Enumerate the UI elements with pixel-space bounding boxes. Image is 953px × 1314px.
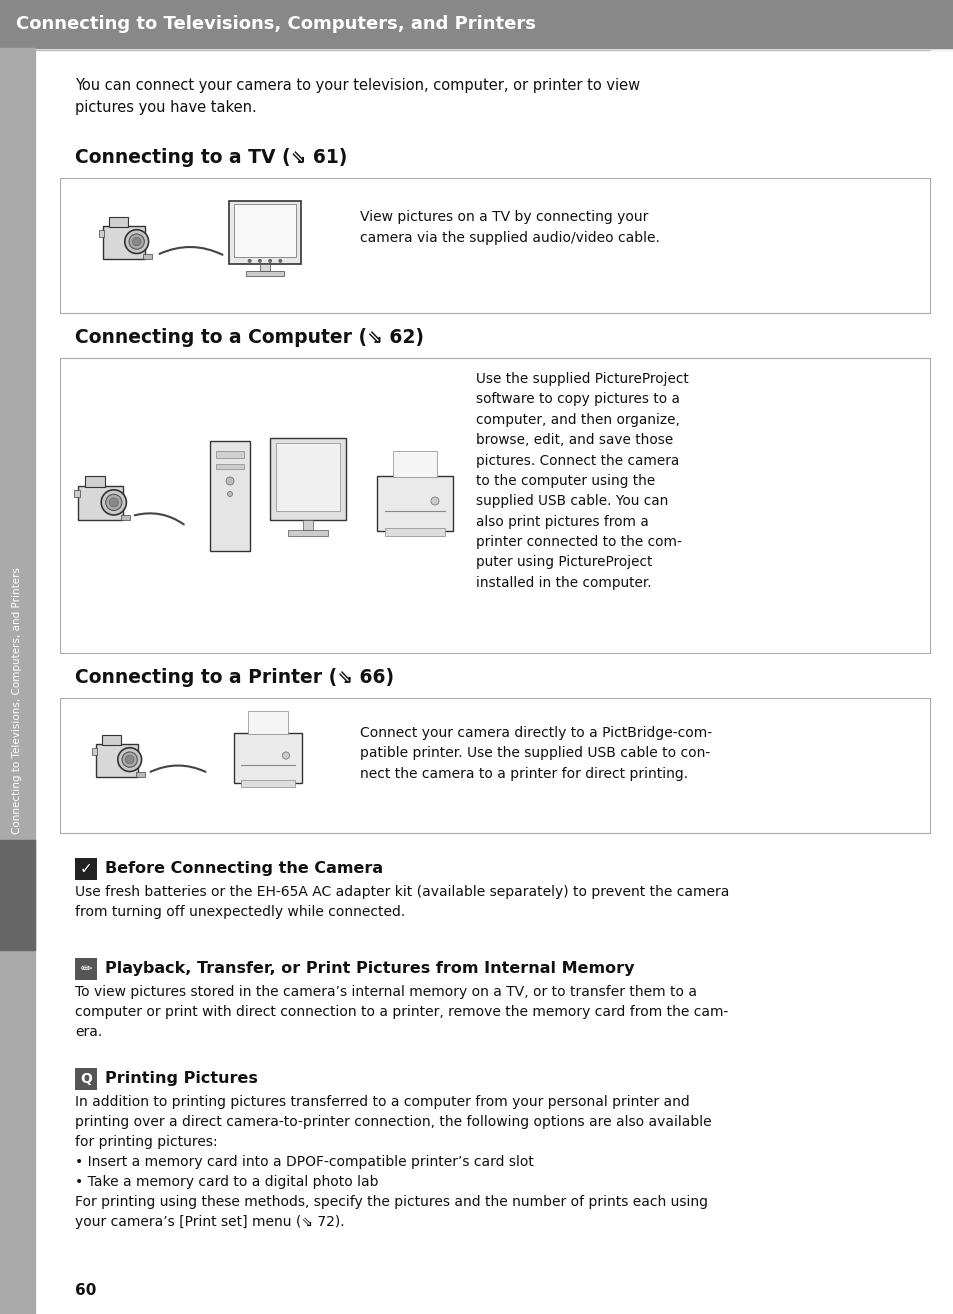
Bar (270, 438, 346, 520)
Text: Connect your camera directly to a PictBridge-com-
patible printer. Use the suppl: Connect your camera directly to a PictBr… (359, 727, 711, 781)
Circle shape (248, 260, 251, 261)
Bar (92, 748, 97, 754)
Text: Connecting to a TV (⇘ 61): Connecting to a TV (⇘ 61) (75, 148, 347, 167)
Bar (259, 264, 270, 271)
Bar (241, 779, 294, 787)
Bar (102, 735, 121, 745)
Bar (60, 357, 929, 653)
Circle shape (110, 498, 118, 507)
Bar (288, 530, 328, 536)
Bar (248, 711, 288, 735)
Circle shape (101, 490, 126, 515)
Circle shape (129, 234, 144, 250)
Text: Connecting to Televisions, Computers, and Printers: Connecting to Televisions, Computers, an… (16, 14, 536, 33)
Bar (78, 486, 123, 520)
Bar (210, 442, 250, 551)
Circle shape (117, 748, 141, 771)
Circle shape (282, 752, 290, 759)
Bar (74, 490, 79, 497)
Text: Use the supplied PictureProject
software to copy pictures to a
computer, and the: Use the supplied PictureProject software… (476, 372, 688, 590)
Bar (60, 177, 929, 313)
Text: To view pictures stored in the camera’s internal memory on a TV, or to transfer : To view pictures stored in the camera’s … (75, 986, 727, 1039)
Text: View pictures on a TV by connecting your
camera via the supplied audio/video cab: View pictures on a TV by connecting your… (359, 210, 659, 244)
Text: Printing Pictures: Printing Pictures (105, 1071, 257, 1085)
Bar (110, 217, 128, 227)
Text: Connecting to Televisions, Computers, and Printers: Connecting to Televisions, Computers, an… (12, 566, 23, 833)
Bar (303, 520, 313, 530)
Text: Connecting to a Printer (⇘ 66): Connecting to a Printer (⇘ 66) (75, 668, 394, 687)
Bar (99, 230, 104, 237)
Circle shape (106, 494, 122, 511)
Bar (103, 226, 145, 259)
Circle shape (125, 756, 133, 763)
Circle shape (258, 260, 261, 261)
Text: ✏: ✏ (80, 962, 91, 976)
Bar (0, 0, 953, 49)
Text: Q: Q (80, 1072, 91, 1085)
Text: Playback, Transfer, or Print Pictures from Internal Memory: Playback, Transfer, or Print Pictures fr… (105, 961, 634, 976)
Bar (75, 858, 97, 880)
Text: ✓: ✓ (79, 862, 92, 876)
Bar (376, 476, 453, 531)
Bar (60, 698, 929, 833)
Bar (246, 271, 283, 276)
Text: Use fresh batteries or the EH-65A AC adapter kit (available separately) to preve: Use fresh batteries or the EH-65A AC ada… (75, 886, 729, 918)
Circle shape (122, 752, 137, 767)
Bar (275, 443, 339, 511)
Text: 60: 60 (75, 1282, 96, 1298)
Bar (75, 958, 97, 980)
Circle shape (431, 497, 438, 505)
Bar (215, 451, 244, 459)
Bar (229, 201, 300, 264)
Circle shape (125, 230, 149, 254)
Circle shape (269, 260, 271, 261)
Bar (143, 254, 152, 259)
Bar (136, 771, 145, 777)
Circle shape (226, 477, 233, 485)
Bar (215, 464, 244, 469)
Bar (233, 733, 302, 783)
Circle shape (227, 491, 233, 497)
Bar (121, 515, 130, 520)
Circle shape (278, 260, 281, 261)
Bar (385, 528, 444, 536)
Bar (0, 49, 35, 1314)
Text: In addition to printing pictures transferred to a computer from your personal pr: In addition to printing pictures transfe… (75, 1095, 711, 1230)
Bar (95, 744, 138, 777)
Bar (0, 840, 35, 950)
Bar (393, 451, 436, 477)
Text: Connecting to a Computer (⇘ 62): Connecting to a Computer (⇘ 62) (75, 328, 423, 347)
Text: Before Connecting the Camera: Before Connecting the Camera (105, 861, 383, 876)
Bar (85, 476, 105, 487)
Bar (233, 204, 296, 256)
Bar (75, 1068, 97, 1091)
Text: You can connect your camera to your television, computer, or printer to view
pic: You can connect your camera to your tele… (75, 78, 639, 116)
Circle shape (132, 238, 141, 246)
